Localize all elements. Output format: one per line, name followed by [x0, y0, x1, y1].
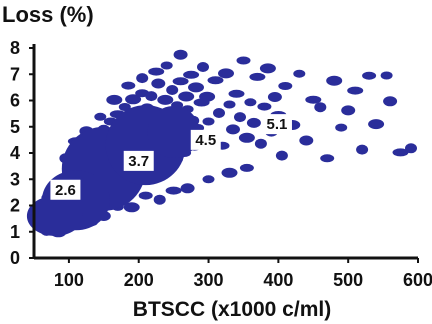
- annotation-box: [50, 179, 81, 200]
- annotation-box: [261, 114, 292, 135]
- data-point: [118, 103, 131, 111]
- x-tick-label: 400: [263, 270, 293, 290]
- data-point: [267, 92, 282, 102]
- data-point: [368, 119, 385, 130]
- x-tick-label: 600: [403, 270, 432, 290]
- data-point: [136, 73, 149, 84]
- data-point: [151, 78, 166, 89]
- annotation-layer: 2.6 3.7 4.5 5.1: [50, 114, 292, 200]
- data-point: [202, 175, 215, 184]
- data-point: [305, 95, 322, 104]
- data-point: [239, 163, 254, 172]
- data-point: [356, 144, 369, 155]
- data-point: [145, 91, 158, 102]
- data-point: [226, 124, 240, 135]
- data-point: [383, 96, 398, 107]
- data-point: [326, 75, 343, 86]
- annotation-label: 2.6: [55, 182, 76, 199]
- data-point: [106, 94, 123, 105]
- chart-title: Loss (%): [2, 2, 94, 27]
- data-point: [405, 143, 417, 154]
- data-point: [223, 100, 236, 109]
- data-point: [275, 150, 288, 161]
- data-point: [202, 117, 215, 126]
- data-point: [380, 71, 393, 80]
- data-point: [320, 154, 335, 163]
- data-point: [138, 191, 153, 200]
- annotation-label: 5.1: [267, 116, 288, 133]
- cluster-core: [26, 196, 83, 236]
- data-point: [125, 94, 142, 105]
- data-point: [173, 49, 188, 60]
- axes-layer: 0 1 2 3 4 5 6 7 8 100 200 300 400 500 600: [10, 38, 432, 290]
- data-point: [246, 117, 261, 128]
- data-point: [347, 86, 364, 95]
- data-point: [335, 123, 348, 132]
- annotation-box: [123, 150, 154, 171]
- data-point: [259, 63, 276, 74]
- data-point: [188, 82, 204, 93]
- data-point: [213, 108, 225, 118]
- data-point: [121, 81, 136, 90]
- data-point: [314, 102, 327, 113]
- y-tick-label: 1: [10, 222, 20, 242]
- data-point: [293, 69, 306, 78]
- data-point: [392, 148, 409, 157]
- data-point: [180, 183, 195, 194]
- data-point: [228, 89, 245, 98]
- data-point: [172, 77, 189, 86]
- data-point: [238, 132, 255, 143]
- cluster-core: [147, 106, 200, 158]
- y-tick-label: 6: [10, 91, 20, 111]
- y-tick-label: 3: [10, 169, 20, 189]
- x-axis-label: BTSCC (x1000 c/ml): [133, 298, 331, 321]
- data-point: [197, 62, 209, 72]
- data-point: [94, 112, 107, 121]
- data-point: [153, 194, 166, 205]
- y-tick-label: 2: [10, 196, 20, 216]
- data-point: [234, 112, 246, 123]
- data-point: [123, 202, 140, 213]
- annotation-label: 3.7: [128, 153, 149, 170]
- data-point: [249, 72, 266, 81]
- annotation-box: [190, 129, 221, 150]
- data-point: [165, 186, 182, 195]
- data-point: [157, 94, 174, 105]
- x-tick-label: 200: [124, 270, 154, 290]
- y-tick-label: 8: [10, 38, 20, 58]
- data-point: [254, 138, 267, 149]
- data-point: [257, 102, 272, 111]
- y-tick-label: 7: [10, 64, 20, 84]
- data-point: [178, 91, 195, 102]
- x-tick-label: 500: [333, 270, 363, 290]
- data-point: [218, 68, 234, 79]
- data-point: [299, 135, 314, 146]
- data-point: [183, 70, 200, 79]
- data-point: [166, 85, 179, 95]
- annotation-label: 4.5: [195, 132, 216, 149]
- data-point: [236, 56, 251, 65]
- data-point: [207, 76, 224, 85]
- data-point: [199, 91, 216, 102]
- y-tick-label: 4: [10, 143, 20, 163]
- data-point: [278, 82, 293, 90]
- data-point: [362, 71, 377, 80]
- data-point: [148, 67, 165, 76]
- points-layer: [26, 49, 417, 238]
- y-tick-label: 5: [10, 117, 20, 137]
- x-tick-label: 300: [194, 270, 224, 290]
- x-tick-label: 100: [54, 270, 84, 290]
- data-point: [160, 61, 173, 70]
- y-tick-label: 0: [10, 248, 20, 268]
- data-point: [244, 98, 257, 107]
- data-point: [221, 167, 238, 178]
- data-point: [341, 105, 356, 116]
